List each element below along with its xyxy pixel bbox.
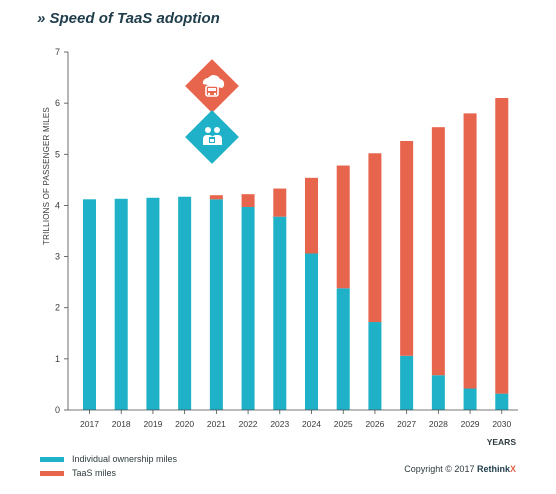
people-shield-icon [185,110,239,164]
copyright-text: Copyright © 2017 [404,464,477,474]
bar-individual [178,196,192,410]
y-axis-title: TRILLIONS OF PASSENGER MILES [42,107,51,245]
bar-individual [495,393,509,410]
bar-taas [400,140,414,356]
y-axis: 0 1 2 3 4 5 6 7 TRILLIONS OF PASSENGER MILES [42,47,69,415]
x-tick-label: 2028 [429,419,448,429]
legend: Individual ownership miles TaaS miles [40,452,177,480]
y-tick-label: 2 [55,303,60,313]
legend-swatch-individual [40,456,64,462]
bar-individual [463,388,477,410]
bar-individual [241,206,255,410]
bar-individual [368,322,382,410]
bar-taas [368,153,382,323]
bar-taas [431,127,445,376]
bar-taas [305,177,318,254]
bar-individual [305,253,318,410]
legend-label-taas: TaaS miles [72,468,117,478]
bar-taas [336,165,350,289]
y-tick-label: 5 [55,149,60,159]
bar-individual [273,216,287,410]
x-tick-label: 2020 [175,419,194,429]
x-tick-label: 2030 [492,419,511,429]
x-tick-label: 2018 [112,419,131,429]
legend-swatch-taas [40,470,64,476]
x-tick-label: 2025 [334,419,353,429]
y-tick-label: 4 [55,200,60,210]
x-tick-label: 2027 [397,419,416,429]
bar-taas [241,194,255,207]
brand-x: X [509,464,516,474]
bar-taas [209,195,223,200]
x-tick-label: 2022 [239,419,258,429]
bar-individual [431,375,445,410]
y-tick-label: 6 [55,98,60,108]
x-tick-label: 2021 [207,419,226,429]
y-tick-label: 1 [55,354,60,364]
bar-individual [336,288,350,410]
bar-taas [463,113,477,389]
y-tick-label: 0 [55,405,60,415]
bar-individual [114,198,128,410]
bars [83,98,509,410]
legend-item-individual: Individual ownership miles [40,452,177,466]
x-tick-label: 2017 [80,419,99,429]
bar-individual [146,197,160,410]
x-tick-label: 2023 [270,419,289,429]
y-tick-label: 3 [55,252,60,262]
bar-individual [83,199,96,410]
bar-individual [400,355,414,410]
copyright: Copyright © 2017 RethinkX [404,464,516,474]
x-tick-label: 2019 [143,419,162,429]
brand-name: Rethink [476,464,510,474]
bar-individual [209,199,223,410]
bar-taas [495,98,509,394]
legend-item-taas: TaaS miles [40,466,177,480]
x-axis: 2017 2018 2019 2020 2021 2022 2023 2024 2025 2026… [68,409,518,429]
legend-label-individual: Individual ownership miles [72,454,178,464]
y-tick-label: 7 [55,47,60,57]
chart-title: » Speed of TaaS adoption [37,10,220,27]
car-cloud-icon [185,59,239,113]
x-tick-label: 2024 [302,419,321,429]
x-tick-label: 2026 [365,419,384,429]
x-tick-label: 2029 [461,419,480,429]
x-axis-title: YEARS [486,437,516,447]
bar-taas [273,188,287,217]
